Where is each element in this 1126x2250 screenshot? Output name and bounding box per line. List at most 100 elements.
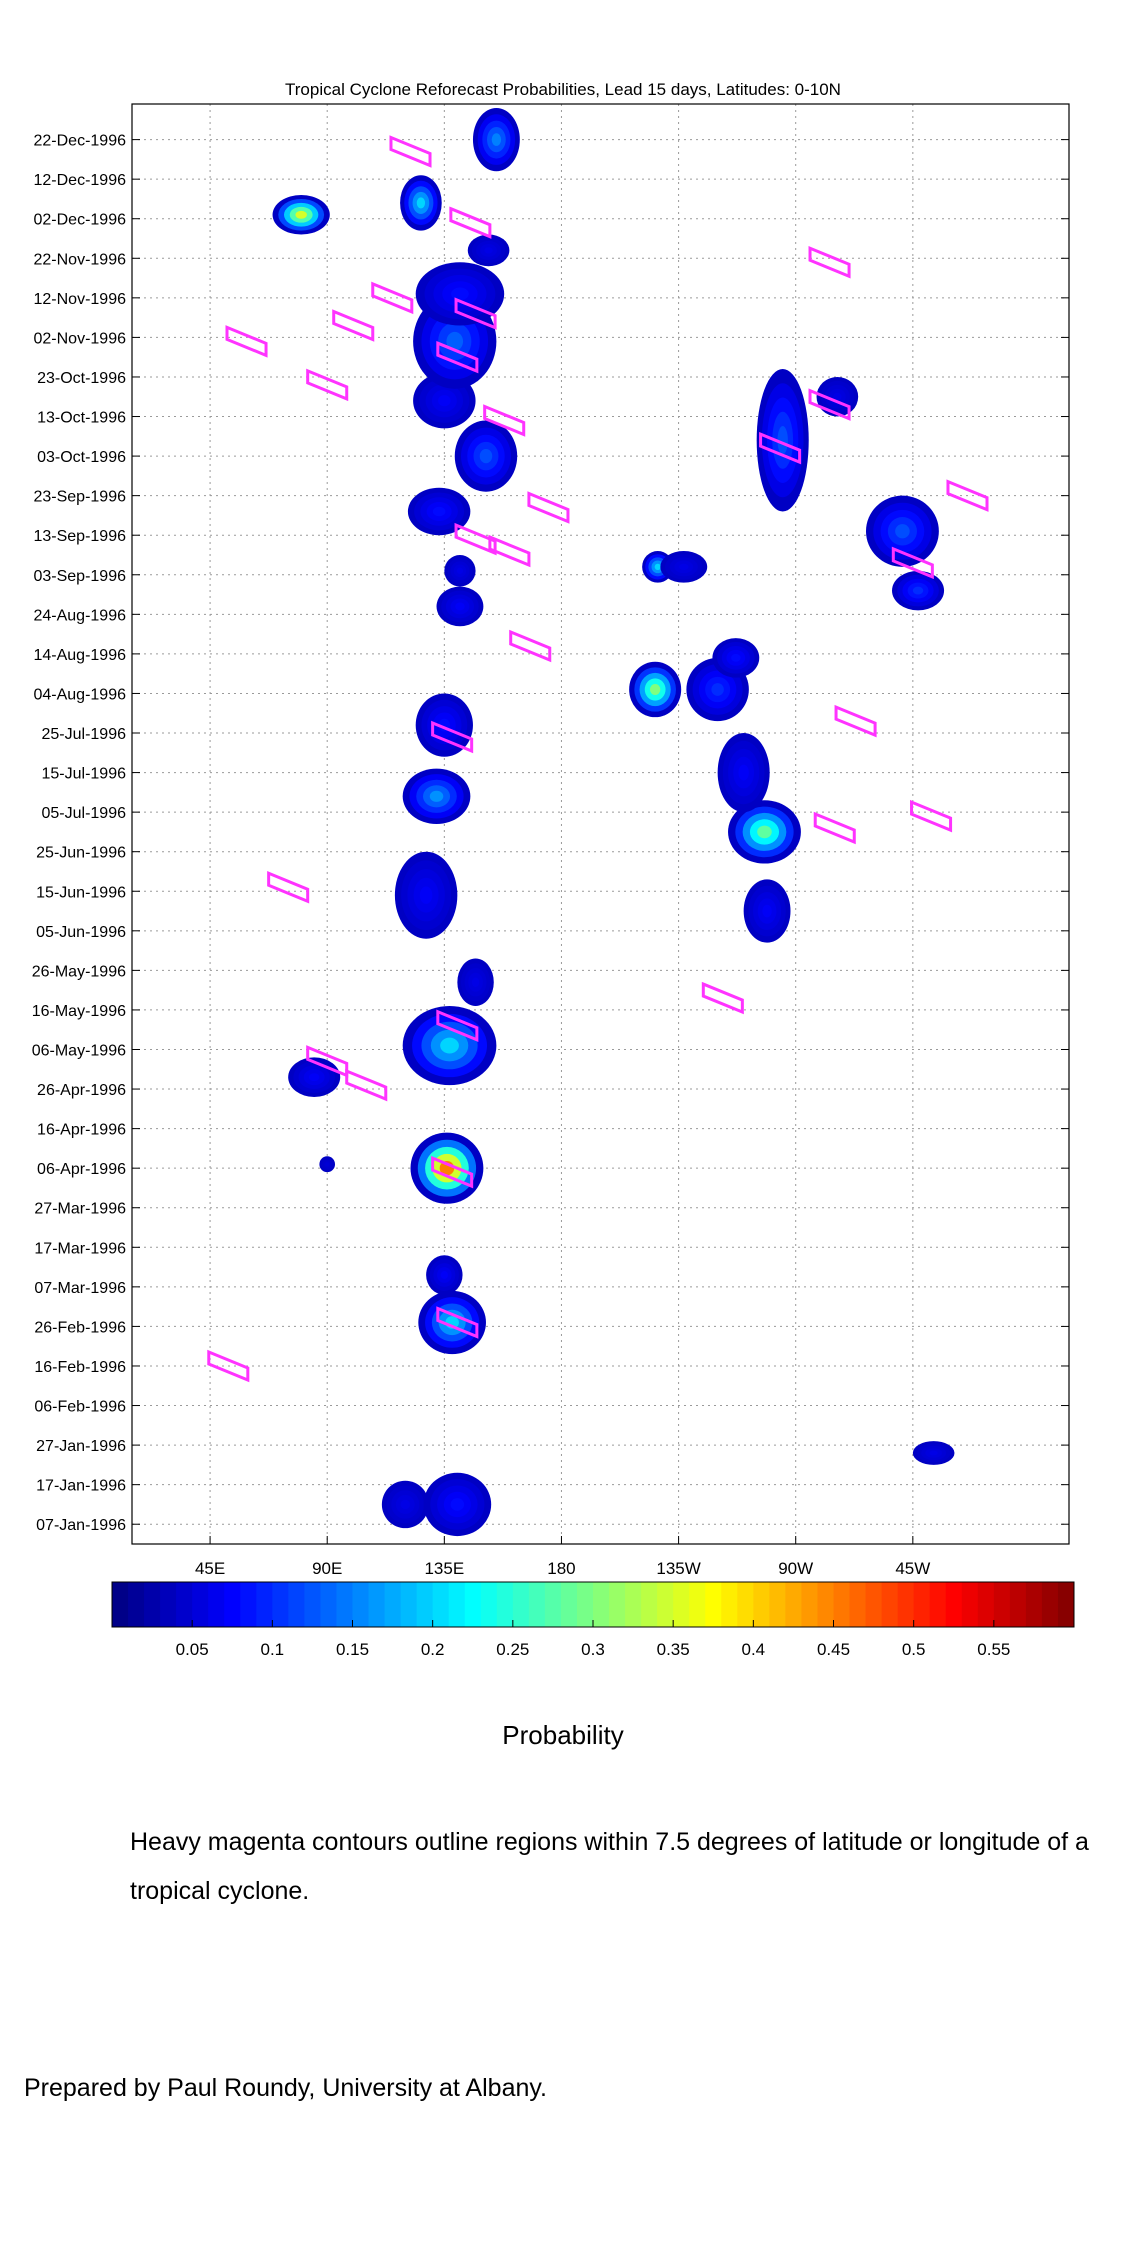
colorbar-bin	[320, 1582, 337, 1627]
y-tick-label: 23-Oct-1996	[37, 370, 126, 387]
probability-region	[450, 1498, 465, 1511]
cyclone-contour	[225, 325, 268, 358]
colorbar-label: Probability	[502, 1720, 624, 1750]
colorbar-bin	[673, 1582, 690, 1627]
probability-region	[438, 395, 451, 407]
cyclone-contour	[267, 871, 310, 904]
colorbar-bin	[737, 1582, 754, 1627]
cyclone-contour	[345, 1068, 388, 1102]
cyclone-contour	[834, 704, 877, 738]
colorbar-tick-label: 0.5	[902, 1640, 926, 1659]
probability-region	[833, 392, 842, 401]
probability-region	[757, 825, 772, 839]
probability-region	[654, 563, 661, 571]
colorbar-bin	[368, 1582, 386, 1627]
colorbar-bin	[256, 1582, 273, 1627]
y-tick-label: 02-Dec-1996	[34, 212, 127, 229]
colorbar-bin	[304, 1582, 321, 1627]
colorbar-bin	[160, 1582, 177, 1627]
x-tick-label: 135E	[424, 1559, 464, 1578]
colorbar-bin	[336, 1582, 353, 1627]
y-tick-label: 06-Apr-1996	[37, 1161, 126, 1178]
y-tick-label: 05-Jun-1996	[36, 924, 126, 941]
probability-region	[679, 563, 689, 571]
colorbar-tick-label: 0.55	[977, 1640, 1010, 1659]
probability-region	[484, 247, 493, 254]
y-tick-label: 15-Jul-1996	[42, 766, 127, 783]
y-tick-label: 15-Jun-1996	[36, 884, 126, 901]
colorbar-bin	[945, 1582, 963, 1627]
y-tick-label: 27-Jan-1996	[36, 1438, 126, 1455]
colorbar-bin	[881, 1582, 899, 1627]
colorbar-bin	[400, 1582, 418, 1627]
colorbar-bin	[544, 1582, 562, 1627]
cyclone-contour	[488, 534, 531, 568]
colorbar-bin	[785, 1582, 802, 1627]
probability-region	[762, 904, 772, 918]
colorbar-bin	[753, 1582, 770, 1627]
probability-region	[738, 764, 749, 781]
x-axis: 45E 90E 135E 180 135W 90W 45W	[195, 1536, 930, 1578]
cyclone-contour	[431, 1155, 474, 1189]
plot-frame	[131, 103, 1070, 1545]
y-tick-label: 25-Jun-1996	[36, 845, 126, 862]
cyclone-contour	[371, 281, 414, 315]
x-tick-label: 45E	[195, 1559, 225, 1578]
colorbar-bin	[496, 1582, 514, 1627]
colorbar-bin	[689, 1582, 706, 1627]
probability-region	[295, 210, 307, 219]
colorbar-bin	[528, 1582, 546, 1627]
cyclone-contour	[306, 368, 349, 402]
probability-region	[912, 586, 924, 595]
colorbar-bin	[128, 1582, 145, 1627]
cyclone-contour	[454, 522, 497, 556]
x-tick-label: 135W	[656, 1559, 700, 1578]
cyclone-contour	[436, 1306, 479, 1339]
cyclone-contour	[454, 297, 497, 330]
cyclone-contour	[449, 206, 492, 239]
y-tick-label: 07-Jan-1996	[36, 1517, 126, 1534]
colorbar-bin	[641, 1582, 658, 1627]
colorbar-tick-label: 0.4	[742, 1640, 766, 1659]
colorbar-bin	[705, 1582, 722, 1627]
probability-region	[649, 683, 661, 696]
cyclone-contour	[701, 981, 744, 1015]
colorbar: 0.05 0.1 0.15 0.2 0.25 0.3 0.35 0.4 0.45 0.5 0.55	[111, 1581, 1075, 1659]
probability-region	[440, 1271, 448, 1279]
colorbar-bin	[464, 1582, 482, 1627]
probability-region	[456, 567, 464, 574]
colorbar-bin	[769, 1582, 786, 1627]
colorbar-bin	[913, 1582, 931, 1627]
probability-region	[455, 602, 465, 611]
probability-region	[731, 653, 741, 662]
y-tick-label: 17-Jan-1996	[36, 1478, 126, 1495]
colorbar-tick-label: 0.15	[336, 1640, 369, 1659]
cyclone-contours	[207, 135, 989, 1383]
colorbar-tick-label: 0.2	[421, 1640, 445, 1659]
colorbar-bin	[448, 1582, 466, 1627]
colorbar-tick-label: 0.05	[176, 1640, 209, 1659]
probability-regions	[272, 107, 955, 1537]
cyclone-contour	[509, 629, 552, 663]
colorbar-bin	[865, 1582, 883, 1627]
colorbar-bin	[593, 1582, 610, 1627]
colorbar-bin	[480, 1582, 498, 1627]
y-tick-label: 26-Feb-1996	[34, 1319, 126, 1336]
plot-background	[132, 104, 1069, 1544]
x-tick-label: 180	[547, 1559, 575, 1578]
colorbar-bin	[576, 1582, 594, 1627]
x-tick-label: 90E	[312, 1559, 342, 1578]
colorbar-bin	[416, 1582, 434, 1627]
y-tick-label: 17-Mar-1996	[34, 1240, 126, 1257]
cyclone-contour	[431, 720, 474, 754]
y-tick-label: 06-May-1996	[32, 1042, 126, 1059]
y-tick-label: 02-Nov-1996	[34, 330, 127, 347]
colorbar-bin	[1057, 1582, 1075, 1627]
y-tick-label: 07-Mar-1996	[34, 1280, 126, 1297]
colorbar-bin	[657, 1582, 674, 1627]
y-tick-label: 03-Oct-1996	[37, 449, 126, 466]
probability-region	[446, 331, 464, 351]
colorbar-bin	[849, 1582, 867, 1627]
contour-note: Heavy magenta contours outline regions w…	[130, 1828, 1089, 1905]
colorbar-bin	[977, 1582, 995, 1627]
